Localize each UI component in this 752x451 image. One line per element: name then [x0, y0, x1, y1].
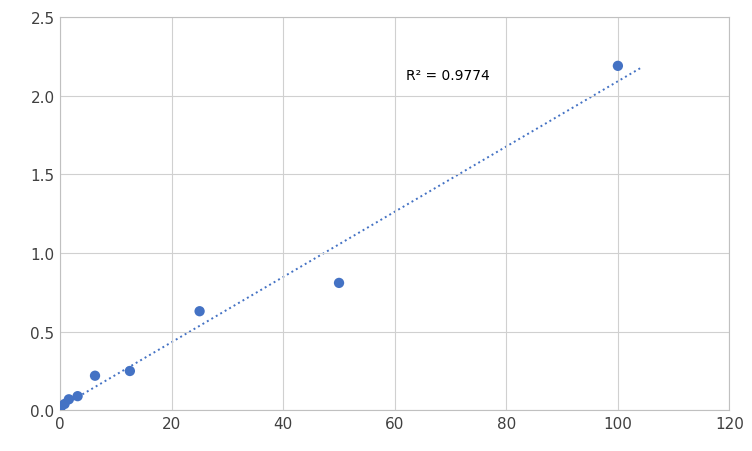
Text: R² = 0.9774: R² = 0.9774 [406, 69, 490, 83]
Point [59, 400, 71, 408]
Point [124, 368, 136, 375]
Point [54, 407, 66, 414]
Point [63, 396, 75, 403]
Point [71, 393, 83, 400]
Point [193, 308, 205, 315]
Point [89, 372, 101, 379]
Point [612, 63, 624, 70]
Point [333, 280, 345, 287]
